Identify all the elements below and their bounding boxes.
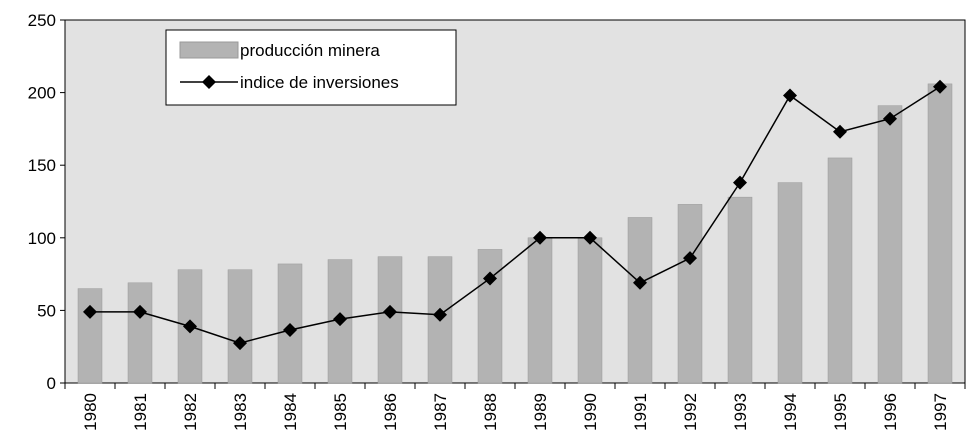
bar	[627, 217, 653, 384]
marker	[483, 271, 497, 286]
y-tick-label: 200	[28, 84, 56, 103]
marker	[183, 319, 197, 334]
bar	[727, 196, 753, 384]
x-tick-label: 1993	[731, 393, 750, 431]
marker	[533, 230, 547, 245]
marker	[333, 312, 347, 327]
x-tick-label: 1994	[781, 393, 800, 431]
bar	[77, 288, 103, 384]
legend-marker	[202, 75, 216, 89]
bar	[877, 105, 903, 384]
x-tick-label: 1989	[531, 393, 550, 431]
y-tick-label: 50	[37, 301, 56, 320]
x-tick-label: 1991	[631, 393, 650, 431]
bar	[577, 237, 603, 384]
x-tick-label: 1996	[881, 393, 900, 431]
x-tick-label: 1986	[381, 393, 400, 431]
legend: producción minera indice de inversiones	[165, 29, 457, 106]
bar	[927, 83, 953, 384]
bar	[227, 269, 253, 384]
marker	[783, 88, 797, 103]
x-tick-label: 1984	[281, 393, 300, 431]
marker	[583, 230, 597, 245]
bar	[477, 249, 503, 384]
x-tick-label: 1983	[231, 393, 250, 431]
x-tick-label: 1981	[131, 393, 150, 431]
bar	[127, 282, 153, 384]
x-tick-label: 1997	[931, 393, 950, 431]
marker	[233, 336, 247, 351]
marker	[133, 304, 147, 319]
marker	[433, 307, 447, 322]
bar	[377, 256, 403, 384]
marker	[633, 275, 647, 290]
x-tick-label: 1988	[481, 393, 500, 431]
legend-label: producción minera	[240, 41, 380, 60]
bar	[777, 182, 803, 384]
marker	[283, 323, 297, 338]
marker	[883, 111, 897, 126]
line	[90, 86, 941, 344]
x-tick-label: 1980	[81, 393, 100, 431]
marker	[733, 175, 747, 190]
x-tick-label: 1995	[831, 393, 850, 431]
marker	[933, 79, 947, 94]
marker	[683, 251, 697, 266]
x-tick-label: 1990	[581, 393, 600, 431]
x-tick-label: 1982	[181, 393, 200, 431]
bar	[527, 237, 553, 384]
y-tick-label: 100	[28, 229, 56, 248]
bar	[827, 157, 853, 384]
x-tick-label: 1987	[431, 393, 450, 431]
marker	[383, 304, 397, 319]
marker	[833, 124, 847, 139]
legend-label: indice de inversiones	[240, 73, 399, 92]
y-tick-label: 0	[47, 374, 56, 393]
x-tick-label: 1992	[681, 393, 700, 431]
bar	[677, 204, 703, 384]
marker	[83, 304, 97, 319]
legend-swatch	[179, 41, 239, 59]
y-tick-label: 150	[28, 156, 56, 175]
y-tick-label: 250	[28, 11, 56, 30]
x-tick-label: 1985	[331, 393, 350, 431]
